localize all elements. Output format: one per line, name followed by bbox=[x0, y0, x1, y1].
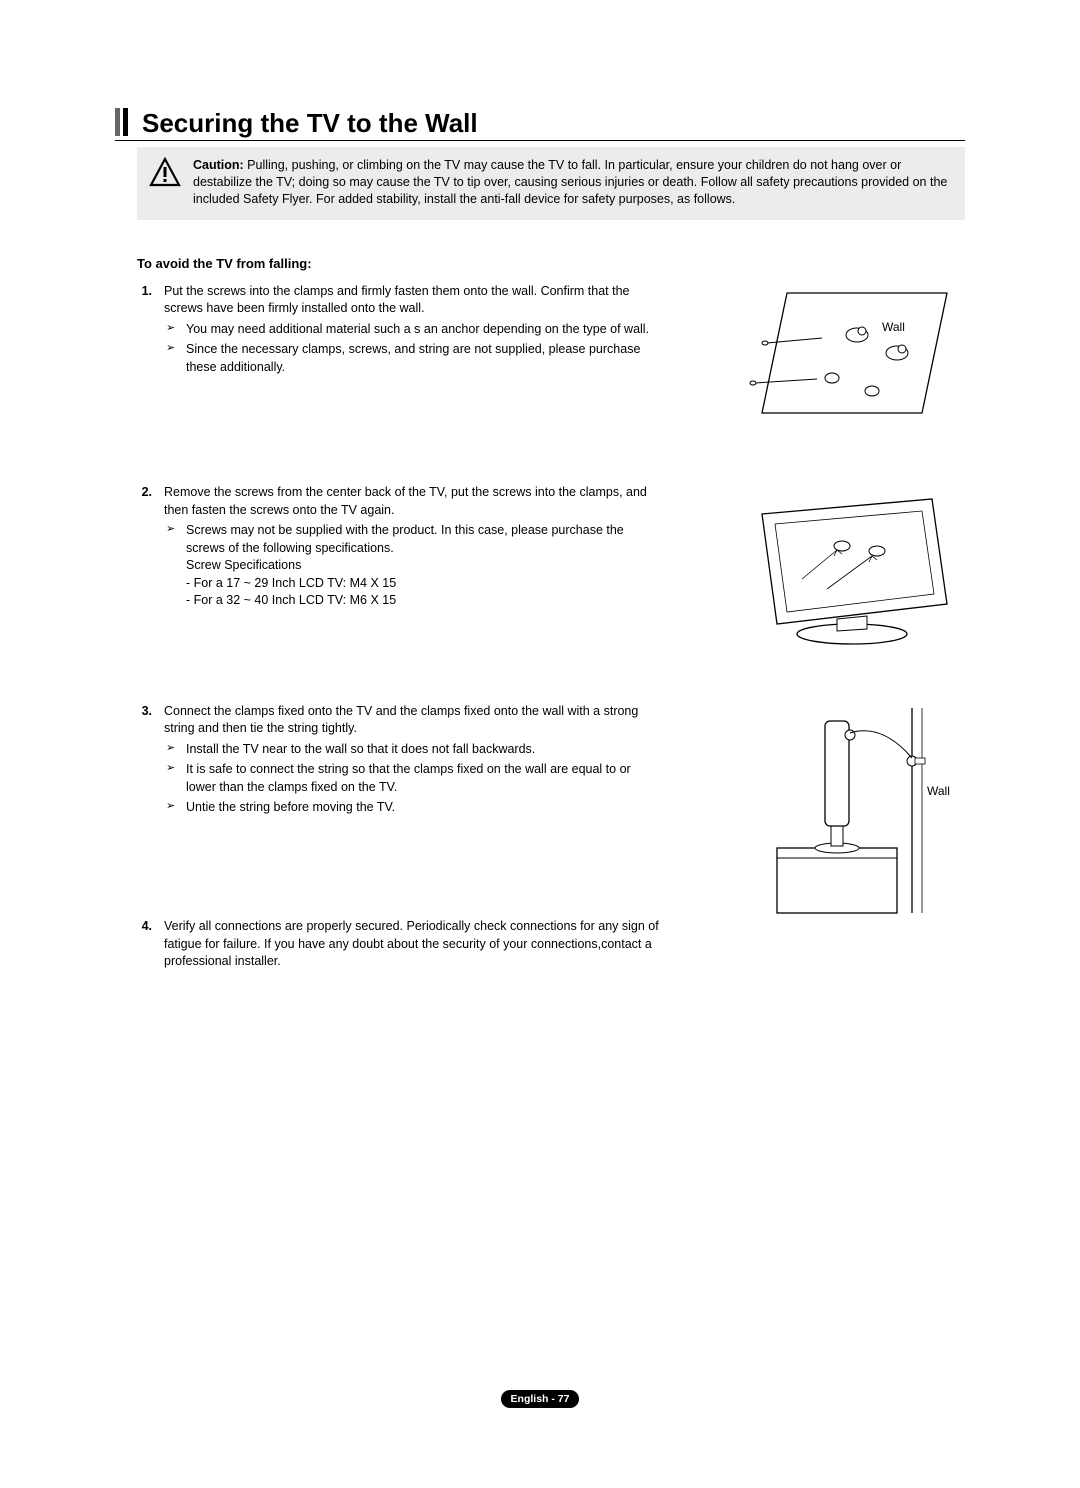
figure-tv-back bbox=[747, 484, 957, 655]
title-row: Securing the TV to the Wall bbox=[115, 108, 965, 141]
footer-label: English - 77 bbox=[501, 1390, 580, 1408]
step-1: 1. Put the screws into the clamps and fi… bbox=[137, 283, 957, 437]
step-note: Install the TV near to the wall so that … bbox=[164, 741, 659, 759]
section-subheading: To avoid the TV from falling: bbox=[137, 256, 965, 271]
step-body: Verify all connections are properly secu… bbox=[164, 918, 659, 971]
step-3: 3. Connect the clamps fixed onto the TV … bbox=[137, 703, 957, 929]
step-note: You may need additional material such a … bbox=[164, 321, 659, 339]
step-note: Since the necessary clamps, screws, and … bbox=[164, 341, 659, 376]
page-footer: English - 77 bbox=[0, 1389, 1080, 1408]
step-2: 2. Remove the screws from the center bac… bbox=[137, 484, 957, 655]
step-body: Remove the screws from the center back o… bbox=[164, 484, 659, 655]
step-intro: Connect the clamps fixed onto the TV and… bbox=[164, 703, 659, 738]
step-intro: Put the screws into the clamps and firml… bbox=[164, 283, 659, 318]
caution-text: Caution: Pulling, pushing, or climbing o… bbox=[193, 157, 953, 208]
step-note: Untie the string before moving the TV. bbox=[164, 799, 659, 817]
step-body: Put the screws into the clamps and firml… bbox=[164, 283, 659, 437]
caution-box: Caution: Pulling, pushing, or climbing o… bbox=[137, 147, 965, 220]
caution-label: Caution: bbox=[193, 158, 244, 172]
figure-label: Wall bbox=[882, 320, 905, 334]
step-number: 1. bbox=[137, 283, 152, 437]
caution-body: Pulling, pushing, or climbing on the TV … bbox=[193, 158, 947, 206]
figure-tv-wall-string: Wall bbox=[747, 703, 957, 929]
step-note: It is safe to connect the string so that… bbox=[164, 761, 659, 796]
step-note: Screws may not be supplied with the prod… bbox=[164, 522, 659, 610]
step-intro: Remove the screws from the center back o… bbox=[164, 484, 659, 519]
step-intro: Verify all connections are properly secu… bbox=[164, 918, 659, 971]
title-ornament bbox=[115, 108, 128, 136]
step-number: 4. bbox=[137, 918, 152, 971]
figure-label: Wall bbox=[927, 784, 950, 798]
step-body: Connect the clamps fixed onto the TV and… bbox=[164, 703, 659, 929]
step-number: 3. bbox=[137, 703, 152, 929]
figure-wall-clamps: Wall bbox=[747, 283, 957, 437]
page-title: Securing the TV to the Wall bbox=[142, 110, 478, 136]
step-number: 2. bbox=[137, 484, 152, 655]
warning-icon bbox=[149, 157, 181, 189]
